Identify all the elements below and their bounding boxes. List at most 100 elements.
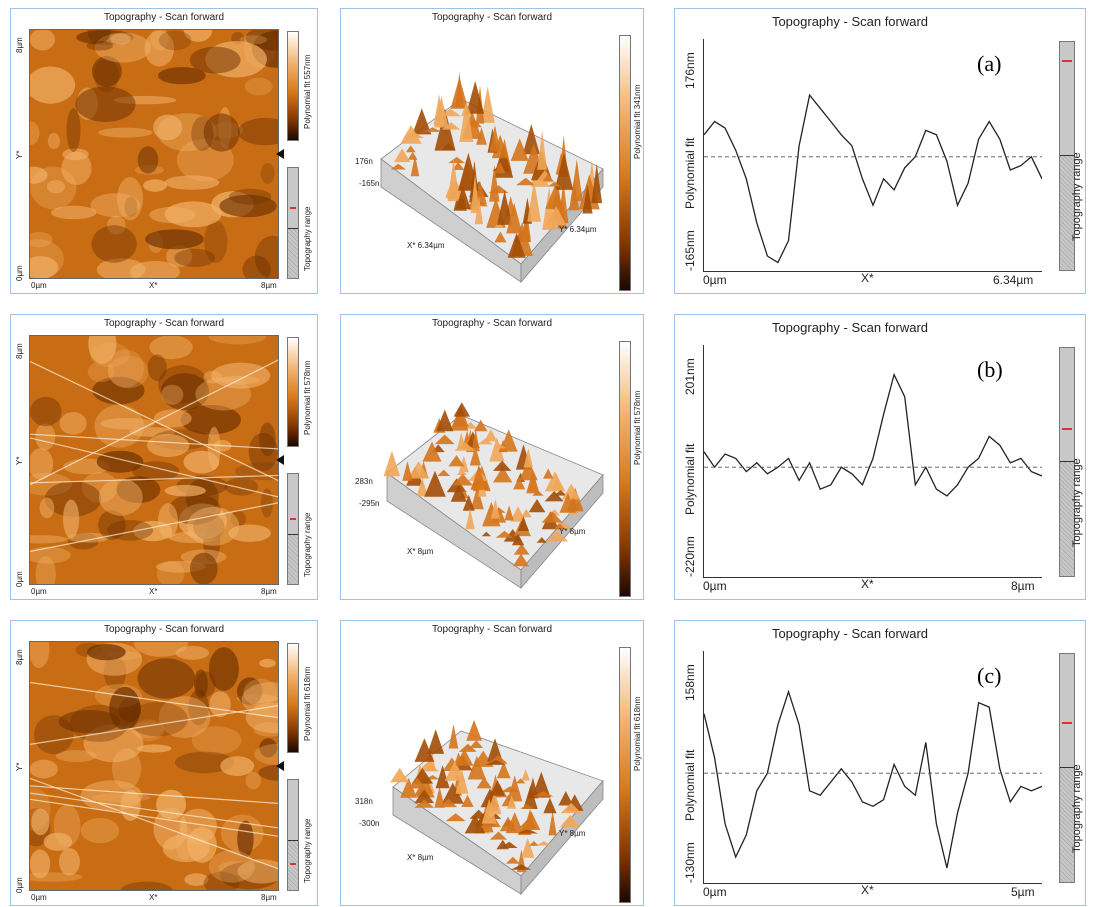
surface-3d [390,719,604,896]
range-lower [1060,155,1074,270]
surface-peak [513,476,526,490]
surface-peak [523,448,534,468]
texture-blob [188,689,209,726]
texture-blob [100,418,155,430]
range-lower [288,533,298,584]
y-max-label: 176nm [683,52,697,89]
y-axis-bottom-label: 0µm [15,571,24,587]
colorbar-label: Polynomial fit 578nm [633,390,642,465]
texture-blob [208,336,267,345]
surface-peak [461,102,472,117]
texture-blob [30,121,40,145]
texture-blob [174,248,216,267]
texture-blob [145,229,204,250]
surface-peak [494,231,507,243]
range-marker [1062,427,1072,430]
surface-peak [504,505,514,521]
range-marker [1062,722,1072,725]
texture-blob [220,756,255,776]
texture-blob [30,232,53,248]
range-bar [1059,41,1075,271]
texture-blob [110,33,131,45]
texture-blob [98,127,153,138]
texture-blob [30,166,77,210]
range-pointer [276,761,284,771]
texture-blob [91,793,151,802]
surface-peak [499,816,517,832]
y-axis-mid-label: Y* [15,150,24,159]
surface-peak [408,777,426,789]
texture-blob [128,702,188,737]
surface-peak [439,798,458,808]
texture-blob [259,422,276,457]
surface-peak [472,750,494,767]
surface-peak [402,461,413,481]
surface-peak [416,477,428,497]
texture-blob [30,546,71,564]
surface-peak [455,748,474,766]
range-pointer [276,149,284,159]
texture-blob [133,642,189,657]
texture-blob [47,132,60,150]
surface-peak [543,468,554,479]
texture-blob [205,41,267,78]
range-lower [1060,767,1074,882]
surface-peak [448,724,459,749]
x-axis-mid-label: X* [149,281,158,290]
texture-blob [241,682,278,718]
texture-blob [258,764,278,781]
topography-map [29,335,279,585]
surface-peak [436,409,454,432]
texture-blob [175,646,210,660]
range-bar [1059,653,1075,883]
surface-peak [471,429,480,452]
texture-blob [30,535,68,544]
y-axis-bottom-label: 0µm [15,265,24,281]
texture-blob [164,201,222,228]
z-max-label: 283n [355,477,373,486]
scan-line [30,433,278,450]
y-axis-title: Polynomial fit [683,749,697,821]
texture-blob [190,552,218,584]
surface-peak [424,470,446,497]
surface-peak [495,530,514,538]
panel-title: Topography - Scan forward [771,320,929,335]
range-label: Topography range [303,206,312,272]
surface-peak [547,181,562,187]
surface-peak [507,794,517,809]
range-bar [287,167,299,279]
y-axis-mid-label: Y* [15,762,24,771]
x-axis-left-label: 0µm [31,587,47,596]
surface-peak [569,178,580,211]
surface-peak [513,553,529,567]
texture-blob [107,349,144,388]
panel-title: Topography - Scan forward [771,14,929,29]
texture-blob [219,194,277,218]
surface-peak [521,769,530,781]
texture-blob [86,40,113,51]
texture-blob [208,647,239,691]
x-axis-right-label: 8µm [261,893,277,902]
texture-blob [109,686,141,731]
surface-peak [496,839,510,850]
surface-peak [507,232,526,258]
profile-trace [704,93,1042,264]
surface-peak [464,814,486,834]
surface-peak [480,86,495,123]
profile-trace [704,689,1042,869]
texture-blob [158,67,206,85]
surface-peak [510,138,529,161]
profile-trace [704,372,1042,497]
panel-caption: (b) [977,357,1003,382]
surface-peak [450,77,469,109]
texture-blob [98,478,143,516]
range-pointer [276,455,284,465]
surface-peak [412,108,432,135]
surface-peak [526,470,540,494]
surface-peak [459,100,474,142]
x-axis-left-label: 0µm [31,893,47,902]
texture-blob [230,510,246,528]
range-label: Topography range [303,512,312,578]
surface-peak [459,455,469,473]
x-axis-mid-label: X* [149,893,158,902]
